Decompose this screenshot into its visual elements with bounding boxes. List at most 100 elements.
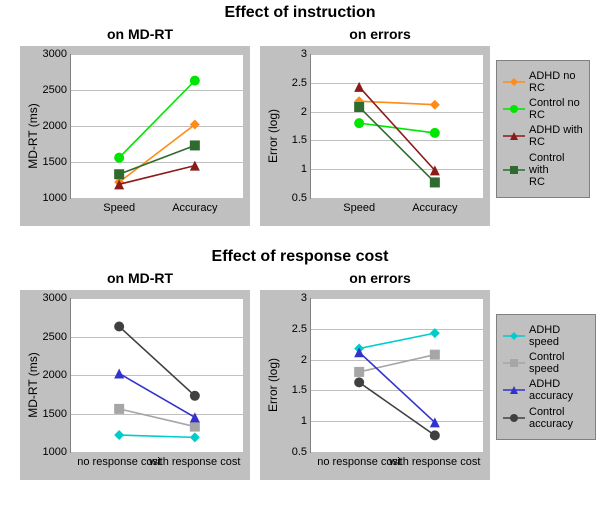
legend-label: ADHD withRC bbox=[529, 124, 583, 148]
legend-marker-square-icon bbox=[503, 357, 525, 369]
series-line bbox=[359, 107, 435, 182]
marker-diamond-icon bbox=[114, 430, 124, 440]
y-tick-label: 0.5 bbox=[292, 446, 311, 458]
y-tick-label: 2 bbox=[301, 354, 311, 366]
legend-marker-triangle-icon bbox=[503, 384, 525, 396]
legend-item: Controlspeed bbox=[503, 351, 589, 375]
x-tick-label: with response cost bbox=[389, 452, 480, 468]
legend-label: Controlaccuracy bbox=[529, 406, 573, 430]
y-tick-label: 1000 bbox=[43, 446, 71, 458]
chart-bottom-left: MD-RT (ms) 10001500200025003000no respon… bbox=[20, 290, 250, 480]
y-tick-label: 3000 bbox=[43, 48, 71, 60]
y-tick-label: 3000 bbox=[43, 292, 71, 304]
marker-circle-icon bbox=[354, 118, 364, 128]
marker-triangle-icon bbox=[190, 412, 200, 422]
chart-top-left: MD-RT (ms) 10001500200025003000SpeedAccu… bbox=[20, 46, 250, 226]
marker-circle-icon bbox=[354, 377, 364, 387]
legend-label: ADHDspeed bbox=[529, 324, 560, 348]
y-tick-label: 0.5 bbox=[292, 192, 311, 204]
y-tick-label: 3 bbox=[301, 292, 311, 304]
marker-square-icon bbox=[430, 177, 440, 187]
plot-area: 10001500200025003000SpeedAccuracy bbox=[70, 54, 243, 199]
chart-bottom-right: Error (log) 0.511.522.53no response cost… bbox=[260, 290, 490, 480]
series-line bbox=[119, 145, 195, 174]
series-line bbox=[359, 87, 435, 171]
marker-circle-icon bbox=[114, 153, 124, 163]
marker-square-icon bbox=[430, 350, 440, 360]
marker-square-icon bbox=[354, 367, 364, 377]
y-tick-label: 2500 bbox=[43, 331, 71, 343]
x-tick-label: Accuracy bbox=[412, 198, 457, 214]
legend-item: Control withRC bbox=[503, 152, 583, 188]
y-tick-label: 1500 bbox=[43, 156, 71, 168]
legend-item: Controlaccuracy bbox=[503, 406, 589, 430]
y-tick-label: 2000 bbox=[43, 120, 71, 132]
bottom-left-subtitle: on MD-RT bbox=[40, 270, 240, 286]
series-svg bbox=[311, 298, 483, 452]
legend-item: ADHD noRC bbox=[503, 70, 583, 94]
bottom-main-title: Effect of response cost bbox=[0, 248, 600, 266]
y-tick-label: 1 bbox=[301, 163, 311, 175]
series-line bbox=[359, 101, 435, 104]
y-tick-label: 1.5 bbox=[292, 134, 311, 146]
marker-circle-icon bbox=[190, 76, 200, 86]
x-tick-label: Speed bbox=[103, 198, 135, 214]
legend-item: Control noRC bbox=[503, 97, 583, 121]
marker-square-icon bbox=[114, 169, 124, 179]
y-tick-label: 1 bbox=[301, 415, 311, 427]
ylabel-br: Error (log) bbox=[266, 358, 280, 412]
legend-item: ADHDspeed bbox=[503, 324, 589, 348]
top-right-subtitle: on errors bbox=[280, 26, 480, 42]
x-tick-label: Speed bbox=[343, 198, 375, 214]
legend-marker-diamond-icon bbox=[503, 330, 525, 342]
legend-label: Control noRC bbox=[529, 97, 580, 121]
bottom-right-subtitle: on errors bbox=[280, 270, 480, 286]
top-left-subtitle: on MD-RT bbox=[40, 26, 240, 42]
x-tick-label: Accuracy bbox=[172, 198, 217, 214]
legend-label: ADHDaccuracy bbox=[529, 378, 573, 402]
marker-square-icon bbox=[190, 140, 200, 150]
y-tick-label: 2 bbox=[301, 106, 311, 118]
series-line bbox=[119, 326, 195, 395]
marker-circle-icon bbox=[114, 321, 124, 331]
series-line bbox=[119, 81, 195, 158]
y-tick-label: 1000 bbox=[43, 192, 71, 204]
y-tick-label: 2500 bbox=[43, 84, 71, 96]
legend-marker-square-icon bbox=[503, 164, 525, 176]
y-tick-label: 2.5 bbox=[292, 77, 311, 89]
legend-marker-circle-icon bbox=[503, 103, 525, 115]
series-line bbox=[359, 382, 435, 435]
series-svg bbox=[71, 54, 243, 198]
marker-triangle-icon bbox=[114, 368, 124, 378]
legend-label: Controlspeed bbox=[529, 351, 564, 375]
ylabel-bl: MD-RT (ms) bbox=[26, 352, 40, 418]
marker-triangle-icon bbox=[354, 82, 364, 92]
y-tick-label: 2.5 bbox=[292, 323, 311, 335]
figure-root: Effect of instruction on MD-RT on errors… bbox=[0, 0, 600, 509]
x-tick-label: with response cost bbox=[149, 452, 240, 468]
marker-diamond-icon bbox=[430, 328, 440, 338]
y-tick-label: 1500 bbox=[43, 408, 71, 420]
legend-marker-circle-icon bbox=[503, 412, 525, 424]
legend-bottom: ADHDspeed Controlspeed ADHDaccuracy Cont… bbox=[496, 314, 596, 440]
plot-area: 0.511.522.53no response costwith respons… bbox=[310, 298, 483, 453]
legend-item: ADHDaccuracy bbox=[503, 378, 589, 402]
y-tick-label: 1.5 bbox=[292, 384, 311, 396]
y-tick-label: 3 bbox=[301, 48, 311, 60]
series-svg bbox=[71, 298, 243, 452]
series-svg bbox=[311, 54, 483, 198]
series-line bbox=[119, 435, 195, 437]
legend-label: ADHD noRC bbox=[529, 70, 575, 94]
ylabel-tl: MD-RT (ms) bbox=[26, 103, 40, 169]
marker-diamond-icon bbox=[430, 100, 440, 110]
marker-diamond-icon bbox=[190, 432, 200, 442]
plot-area: 10001500200025003000no response costwith… bbox=[70, 298, 243, 453]
series-line bbox=[359, 333, 435, 348]
marker-square-icon bbox=[354, 102, 364, 112]
marker-circle-icon bbox=[430, 128, 440, 138]
ylabel-tr: Error (log) bbox=[266, 109, 280, 163]
plot-area: 0.511.522.53SpeedAccuracy bbox=[310, 54, 483, 199]
legend-marker-triangle-icon bbox=[503, 130, 525, 142]
top-main-title: Effect of instruction bbox=[0, 4, 600, 22]
marker-triangle-icon bbox=[190, 161, 200, 171]
